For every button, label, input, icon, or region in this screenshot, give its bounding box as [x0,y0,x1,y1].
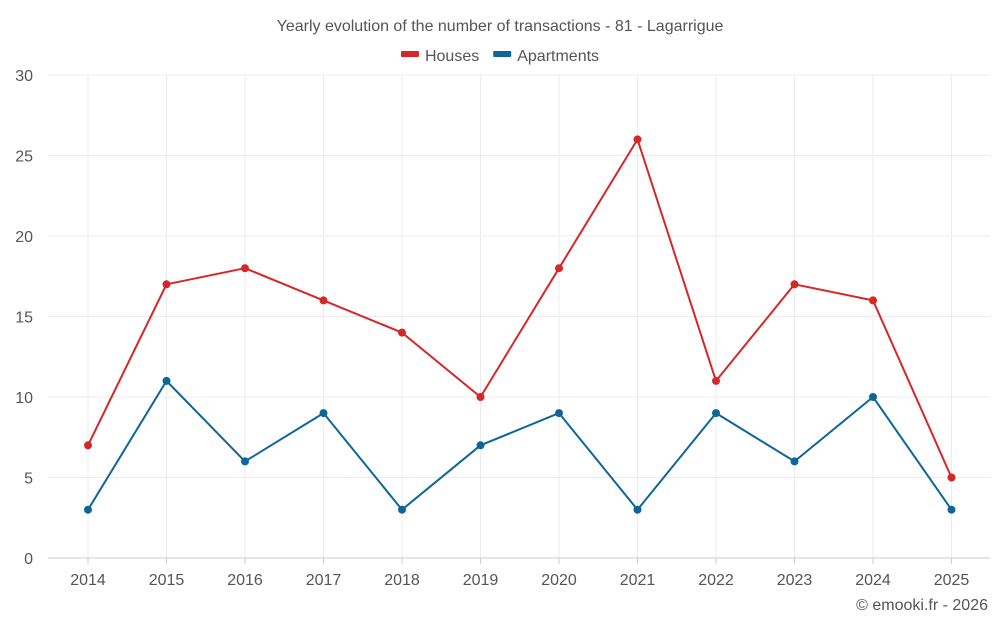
y-tick-label: 0 [24,551,33,568]
data-point-houses[interactable] [790,280,799,289]
x-tick-label: 2020 [541,572,577,589]
x-tick-label: 2014 [70,572,106,589]
data-point-apartments[interactable] [241,457,249,466]
series-line-apartments [87,379,953,511]
legend-item-houses[interactable]: Houses [400,48,479,65]
data-point-houses[interactable] [162,280,171,289]
series-apartments [84,376,956,514]
data-point-apartments[interactable] [790,457,799,466]
legend-swatch [493,51,512,57]
data-point-apartments[interactable] [555,409,563,418]
data-point-houses[interactable] [633,135,642,144]
y-tick-label: 15 [15,310,33,327]
x-tick-label: 2024 [855,572,891,589]
data-point-houses[interactable] [84,441,92,450]
y-tick-label: 10 [15,390,33,407]
x-tick-label: 2018 [384,572,420,589]
series-houses [84,135,956,482]
x-tick-label: 2021 [620,572,656,589]
x-tick-label: 2025 [934,572,970,589]
data-point-apartments[interactable] [712,409,720,418]
y-tick-label: 25 [15,149,33,166]
data-point-houses[interactable] [476,393,485,401]
data-point-apartments[interactable] [947,505,956,514]
legend-label: Apartments [517,48,599,65]
data-point-houses[interactable] [398,328,406,337]
y-tick-label: 30 [15,68,33,85]
y-tick-label: 5 [24,471,33,488]
x-tick-label: 2023 [777,572,813,589]
data-point-apartments[interactable] [84,505,92,514]
series-layer [84,135,956,514]
data-point-houses[interactable] [869,296,877,305]
legend-swatch [400,51,419,57]
copyright-text: © emooki.fr - 2026 [856,597,988,614]
data-point-houses[interactable] [947,473,956,482]
data-point-apartments[interactable] [162,376,171,385]
x-tick-label: 2015 [149,572,185,589]
x-tick-label: 2016 [227,572,263,589]
x-tick-label: 2019 [463,572,499,589]
data-point-houses[interactable] [555,264,563,273]
data-point-houses[interactable] [241,264,249,273]
grid [48,74,990,558]
legend-item-apartments[interactable]: Apartments [493,48,599,65]
data-point-apartments[interactable] [869,393,877,401]
data-point-apartments[interactable] [319,409,328,418]
data-point-houses[interactable] [712,376,720,385]
data-point-apartments[interactable] [633,505,642,514]
chart-title: Yearly evolution of the number of transa… [277,18,724,35]
data-point-houses[interactable] [319,296,328,305]
x-tick-label: 2022 [698,572,734,589]
y-tick-label: 20 [15,229,33,246]
legend-label: Houses [425,48,479,65]
legend: Houses Apartments [400,48,599,65]
data-point-apartments[interactable] [398,505,406,514]
series-line-houses [87,138,953,478]
data-point-apartments[interactable] [476,441,485,450]
x-tick-label: 2017 [306,572,342,589]
